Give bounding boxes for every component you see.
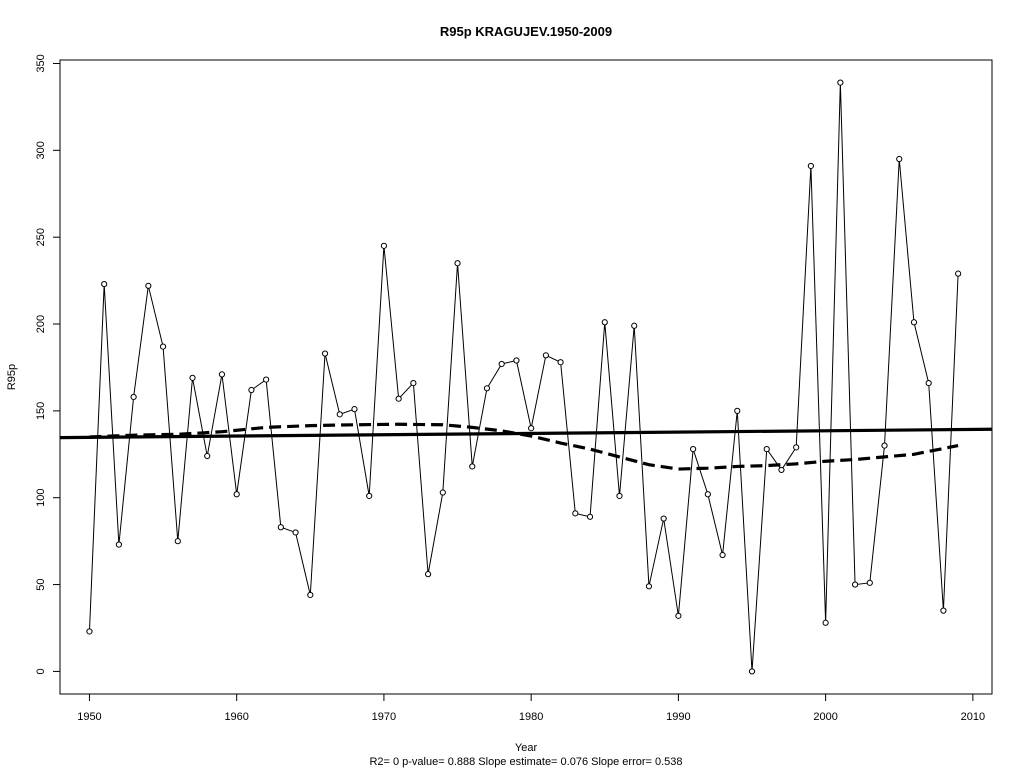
data-point	[380, 242, 388, 249]
data-point	[690, 445, 697, 453]
plot-frame	[59, 59, 993, 695]
data-point	[498, 360, 505, 368]
data-point	[866, 579, 873, 586]
data-point	[395, 395, 402, 402]
data-point	[439, 489, 446, 496]
data-point	[204, 452, 211, 460]
data-point	[292, 529, 299, 536]
trend-line	[59, 427, 993, 440]
data-point	[469, 463, 476, 470]
data-point	[218, 371, 226, 378]
data-point	[410, 379, 417, 387]
y-tick-label: 50	[35, 578, 47, 590]
y-tick-label: 0	[35, 668, 47, 674]
data-point	[881, 442, 888, 449]
chart-title: R95p KRAGUJEV.1950-2009	[440, 24, 612, 39]
data-point	[86, 628, 93, 635]
data-point	[130, 393, 137, 401]
data-point	[277, 524, 284, 531]
series-layer	[59, 79, 993, 675]
data-point	[542, 352, 549, 359]
data-point	[616, 492, 623, 500]
data-point	[586, 513, 594, 520]
data-point	[837, 79, 844, 86]
data-point	[807, 162, 815, 170]
data-point	[454, 260, 461, 267]
x-tick-label: 1960	[224, 711, 248, 723]
y-tick-label: 350	[35, 54, 47, 72]
y-tick-label: 100	[35, 489, 47, 507]
data-point	[719, 551, 726, 559]
data-point	[955, 270, 962, 277]
data-point	[424, 571, 432, 578]
data-point	[851, 581, 859, 588]
data-point	[174, 538, 181, 545]
data-point	[793, 444, 800, 451]
y-tick-label: 200	[35, 315, 47, 333]
data-point	[704, 491, 711, 498]
data-point	[572, 510, 579, 517]
data-point	[557, 359, 564, 366]
data-point	[248, 386, 255, 394]
data-point	[925, 379, 932, 387]
data-point	[748, 668, 756, 675]
data-point	[263, 376, 270, 383]
x-tick-label: 1970	[372, 711, 396, 723]
data-point	[483, 385, 491, 392]
data-point	[778, 466, 785, 474]
data-point	[940, 607, 947, 614]
data-point	[631, 322, 638, 329]
stats-subtitle: R2= 0 p-value= 0.888 Slope estimate= 0.0…	[369, 756, 682, 768]
data-point	[734, 407, 741, 414]
data-point	[822, 619, 829, 626]
data-point	[101, 280, 108, 288]
data-point	[336, 411, 343, 418]
data-point	[645, 583, 653, 590]
x-tick-label: 1990	[666, 711, 690, 723]
data-point	[366, 492, 373, 500]
x-tick-label: 1980	[519, 711, 543, 723]
data-point	[321, 350, 329, 357]
data-point	[896, 155, 903, 163]
data-point	[307, 591, 314, 599]
data-point	[660, 515, 667, 522]
x-tick-label: 2010	[961, 711, 985, 723]
data-point	[145, 282, 152, 289]
y-tick-label: 300	[35, 141, 47, 159]
y-tick-label: 150	[35, 402, 47, 420]
data-point	[513, 357, 520, 364]
y-axis-title: R95p	[6, 364, 18, 390]
data-point	[910, 319, 918, 326]
data-point	[159, 343, 167, 350]
x-axis-title: Year	[515, 742, 538, 754]
data-point	[115, 541, 122, 548]
x-axis: 1950 1960 1970 1980 1990 2000 2010	[77, 694, 985, 723]
data-point	[189, 374, 196, 381]
data-point	[528, 425, 535, 432]
data-point	[601, 319, 608, 326]
data-point	[763, 445, 770, 453]
x-tick-label: 2000	[813, 711, 837, 723]
y-tick-label: 250	[35, 228, 47, 246]
data-point	[233, 491, 240, 498]
y-axis: 0 50 100 150 200 250 300 350	[35, 54, 60, 674]
data-point	[351, 406, 358, 413]
smoothed-dashed-line	[89, 422, 959, 471]
x-tick-label: 1950	[77, 711, 101, 723]
data-point	[675, 612, 682, 619]
series-line	[88, 82, 959, 672]
